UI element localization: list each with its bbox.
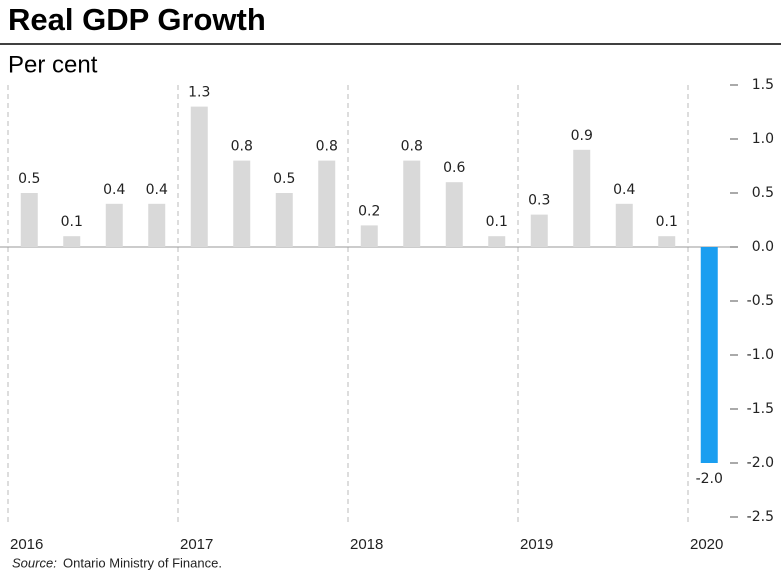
bar — [403, 160, 421, 247]
bar — [360, 225, 378, 247]
bar — [148, 203, 166, 247]
bar — [318, 160, 336, 247]
data-label: 1.3 — [188, 85, 210, 101]
bar — [20, 193, 38, 247]
source: Ontario Ministry of Finance. — [63, 555, 222, 570]
y-tick-label: -2.0 — [747, 455, 774, 471]
y-tick-label: -2.5 — [747, 509, 774, 525]
bar — [658, 236, 676, 247]
data-label: 0.8 — [231, 139, 253, 155]
bar — [700, 247, 718, 463]
y-tick-label: -0.5 — [747, 293, 774, 309]
chart-title: Real GDP Growth — [8, 2, 266, 37]
bar — [105, 203, 123, 247]
data-label: 0.9 — [571, 128, 593, 144]
data-label: 0.8 — [316, 139, 338, 155]
data-label: 0.3 — [528, 193, 550, 209]
bar — [530, 214, 548, 247]
data-label: 0.5 — [18, 171, 40, 187]
y-tick-label: 1.0 — [752, 131, 774, 147]
y-tick-label: 1.5 — [752, 77, 774, 93]
data-label: -2.0 — [696, 471, 723, 487]
data-label: 0.4 — [103, 182, 125, 198]
data-label: 0.4 — [613, 182, 635, 198]
data-label: 0.4 — [146, 182, 168, 198]
bar — [190, 106, 208, 247]
data-label: 0.6 — [443, 160, 465, 176]
x-tick-label: 2020 — [690, 536, 723, 553]
data-label: 0.1 — [656, 214, 678, 230]
y-tick-label: 0.0 — [752, 239, 774, 255]
bar — [615, 203, 633, 247]
x-tick-label: 2018 — [350, 536, 383, 553]
data-label: 0.1 — [486, 214, 508, 230]
subtitle: Per cent — [8, 51, 98, 78]
x-tick-label: 2016 — [10, 536, 43, 553]
bar — [63, 236, 81, 247]
data-label: 0.2 — [358, 203, 380, 219]
source-label: Source: — [12, 555, 57, 570]
y-tick-label: -1.5 — [747, 401, 774, 417]
data-label: 0.1 — [61, 214, 83, 230]
y-tick-label: 0.5 — [752, 185, 774, 201]
bar — [233, 160, 251, 247]
data-label: 0.5 — [273, 171, 295, 187]
bar — [275, 193, 293, 247]
bar — [445, 182, 463, 247]
x-tick-label: 2019 — [520, 536, 553, 553]
data-label: 0.8 — [401, 139, 423, 155]
bar — [573, 149, 591, 247]
y-tick-label: -1.0 — [747, 347, 774, 363]
bar — [488, 236, 506, 247]
x-tick-label: 2017 — [180, 536, 213, 553]
